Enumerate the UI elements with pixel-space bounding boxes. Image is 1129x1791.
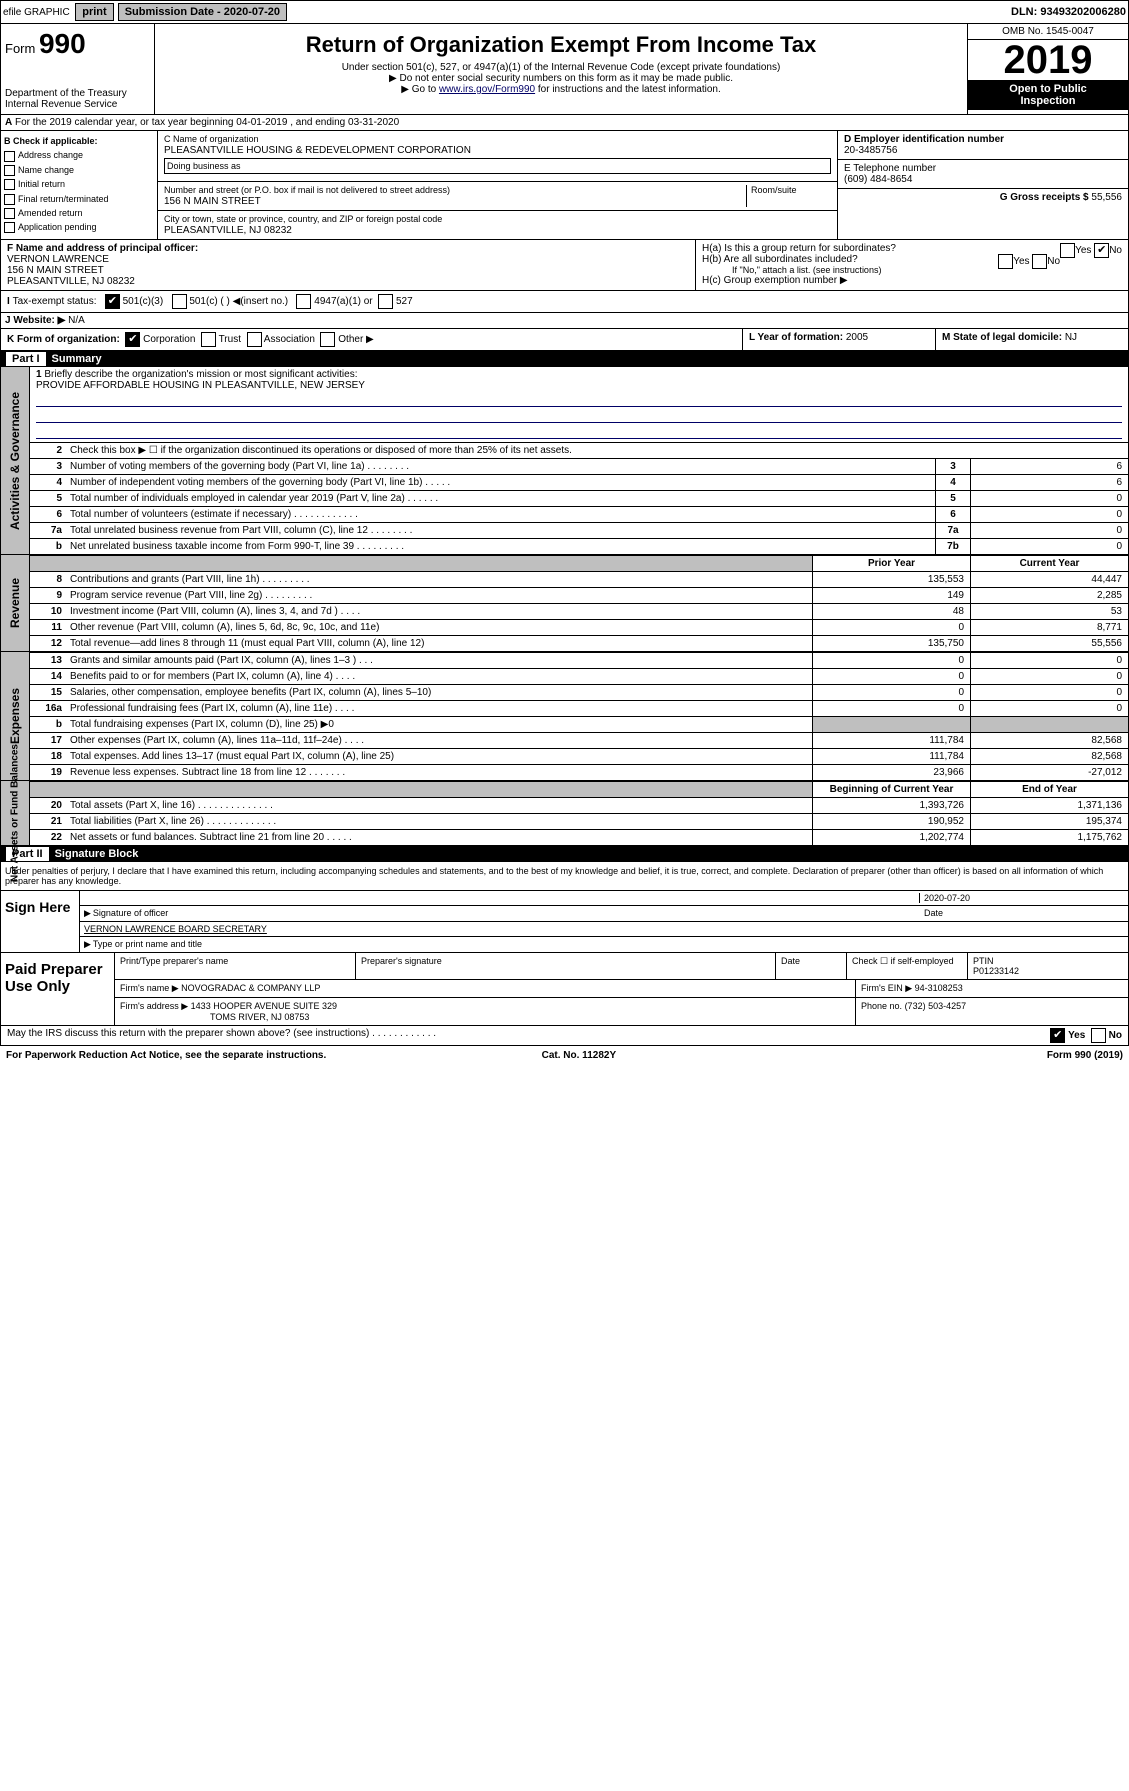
ptin: P01233142 [973,966,1019,976]
block-I: I Tax-exempt status: ✔ 501(c)(3) 501(c) … [0,291,1129,313]
checkbox-corp[interactable]: ✔ [125,332,140,347]
side-label-exp: Expenses [8,688,22,744]
block-KLM: K Form of organization: ✔ Corporation Tr… [0,329,1129,351]
tax-year: 2019 [968,40,1128,80]
discuss-row: May the IRS discuss this return with the… [0,1026,1129,1046]
form-title: Return of Organization Exempt From Incom… [159,32,963,58]
section-revenue: Revenue Prior YearCurrent Year 8Contribu… [0,555,1129,652]
form-header: Form 990 Department of the Treasury Inte… [0,24,1129,115]
open-inspection: Open to PublicInspection [968,80,1128,110]
part2-header: Part IISignature Block [0,846,1129,862]
section-C: C Name of organization PLEASANTVILLE HOU… [158,131,837,239]
firm-ein: 94-3108253 [915,983,963,993]
instructions-link[interactable]: www.irs.gov/Form990 [439,84,535,95]
officer-name: VERNON LAWRENCE BOARD SECRETARY [84,924,267,934]
form-number: Form 990 [5,28,150,60]
discuss-yes[interactable]: ✔ [1050,1028,1065,1043]
submission-date: Submission Date - 2020-07-20 [118,3,287,21]
org-name: PLEASANTVILLE HOUSING & REDEVELOPMENT CO… [164,145,471,156]
checkbox-assoc[interactable] [247,332,262,347]
city-state-zip: PLEASANTVILLE, NJ 08232 [164,225,292,236]
irs-label: Internal Revenue Service [5,99,150,110]
side-label-ag: Activities & Governance [8,391,22,529]
block-BCDEG: B Check if applicable: Address change Na… [0,131,1129,240]
dept-treasury: Department of the Treasury [5,88,150,99]
dln: DLN: 93493202006280 [1011,6,1126,18]
sign-here-block: Sign Here 2020-07-20 Signature of office… [0,891,1129,953]
section-activities-governance: Activities & Governance 1 Briefly descri… [0,367,1129,555]
print-button[interactable]: print [75,3,113,21]
section-DEG: D Employer identification number20-34857… [837,131,1128,239]
paid-preparer-block: Paid Preparer Use Only Print/Type prepar… [0,953,1129,1026]
section-H: H(a) Is this a group return for subordin… [696,240,1128,290]
part1-header: Part ISummary [0,351,1129,367]
firm-name: NOVOGRADAC & COMPANY LLP [181,983,320,993]
checkbox-501c3[interactable]: ✔ [105,294,120,309]
footer: For Paperwork Reduction Act Notice, see … [0,1046,1129,1065]
section-B: B Check if applicable: Address change Na… [1,131,158,239]
checkbox-other[interactable] [320,332,335,347]
subtitle-2: ▶ Do not enter social security numbers o… [159,73,963,84]
street-address: 156 N MAIN STREET [164,196,261,207]
block-FH: F Name and address of principal officer:… [0,240,1129,291]
side-label-na: Net Assets or Fund Balances [10,744,21,882]
checkbox-trust[interactable] [201,332,216,347]
top-bar: efile GRAPHIC print Submission Date - 20… [0,0,1129,24]
gross-receipts: 55,556 [1091,192,1122,203]
side-label-rev: Revenue [8,578,22,628]
ein: 20-3485756 [844,145,897,156]
checkbox-501c[interactable] [172,294,187,309]
discuss-no[interactable] [1091,1028,1106,1043]
checkbox-527[interactable] [378,294,393,309]
preparer-phone: (732) 503-4257 [905,1001,967,1011]
section-expenses: Expenses 13Grants and similar amounts pa… [0,652,1129,781]
perjury-statement: Under penalties of perjury, I declare th… [0,862,1129,891]
section-F: F Name and address of principal officer:… [1,240,696,290]
subtitle-1: Under section 501(c), 527, or 4947(a)(1)… [159,62,963,73]
checkbox-4947[interactable] [296,294,311,309]
line-J: J Website: ▶ N/A [0,313,1129,329]
line-A: A For the 2019 calendar year, or tax yea… [0,115,1129,131]
section-net-assets: Net Assets or Fund Balances Beginning of… [0,781,1129,846]
mission-text: PROVIDE AFFORDABLE HOUSING IN PLEASANTVI… [36,380,365,391]
phone: (609) 484-8654 [844,174,912,185]
subtitle-3: ▶ Go to www.irs.gov/Form990 for instruct… [159,84,963,95]
efile-label: efile GRAPHIC [3,7,70,18]
